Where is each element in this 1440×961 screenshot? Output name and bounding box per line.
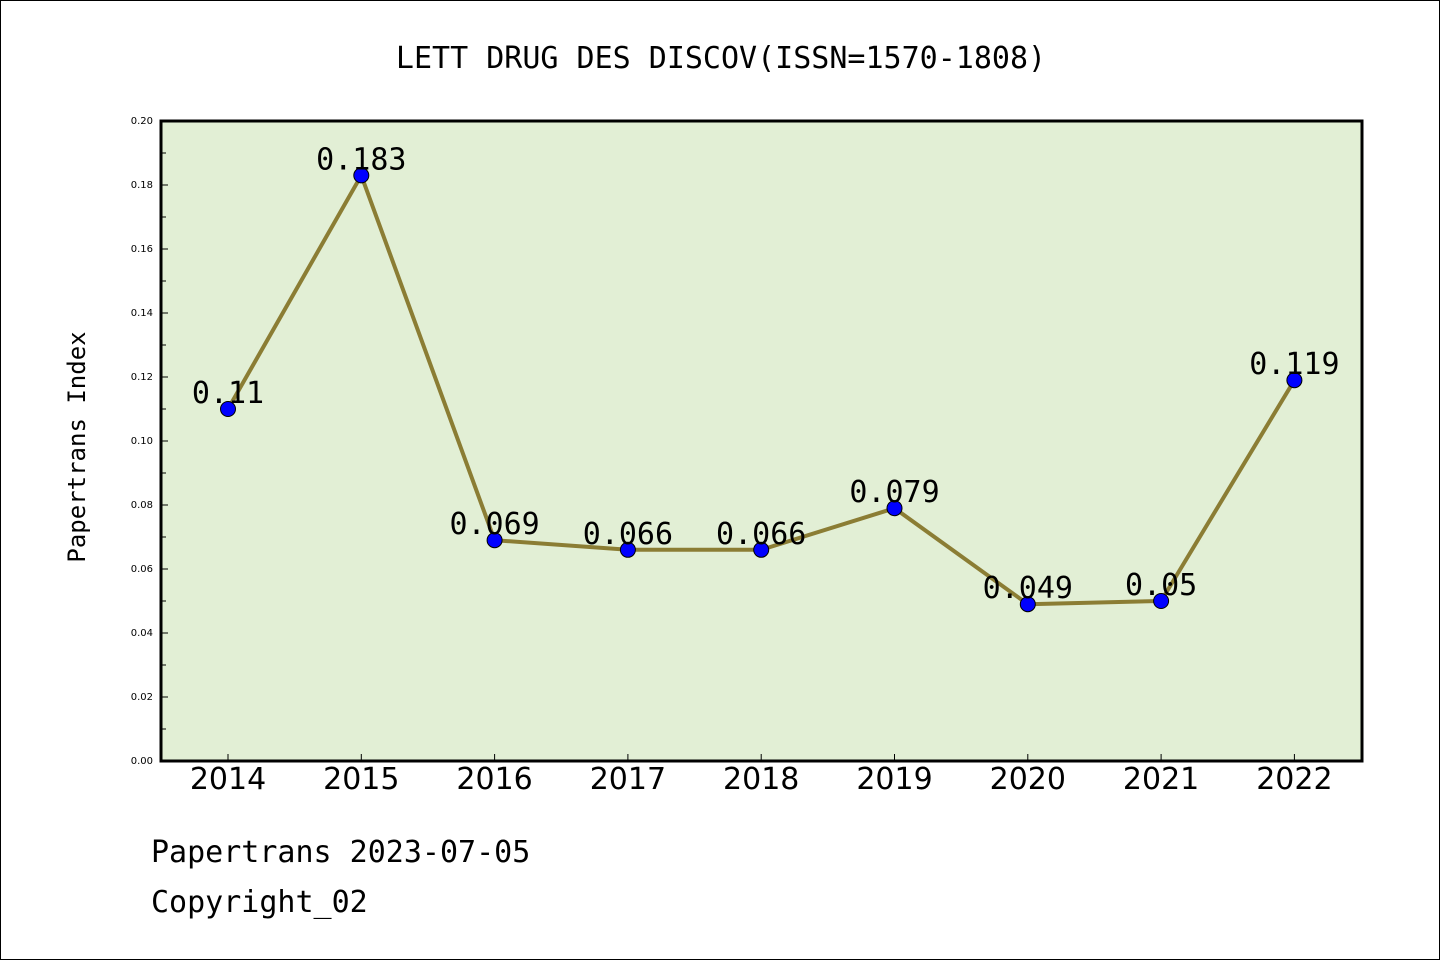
y-tick-label: 0.06	[131, 564, 153, 575]
data-label: 0.183	[316, 142, 406, 177]
x-tick-label: 2017	[590, 762, 666, 797]
data-point-marker	[486, 532, 503, 549]
y-tick-label: 0.04	[131, 628, 153, 639]
y-tick-label: 0.02	[131, 692, 153, 703]
footer-copyright: Copyright_02	[151, 885, 368, 920]
x-tick-label: 2018	[723, 762, 799, 797]
data-label: 0.05	[1125, 568, 1197, 603]
footer-source-date: Papertrans 2023-07-05	[151, 835, 531, 870]
data-point-marker	[1019, 596, 1036, 613]
x-tick-label: 2014	[190, 762, 266, 797]
x-tick-label: 2015	[323, 762, 399, 797]
data-labels: 0.11 0.183 0.069 0.066 0.066 0.079 0.049 0.05 0.…	[192, 142, 1340, 606]
x-tick-label: 2019	[856, 762, 932, 797]
chart-title: LETT DRUG DES DISCOV(ISSN=1570-1808)	[396, 41, 1046, 76]
x-tick-label: 2021	[1123, 762, 1199, 797]
data-label: 0.049	[983, 571, 1073, 606]
y-tick-label: 0.10	[131, 436, 153, 447]
y-tick-label: 0.16	[131, 244, 153, 255]
y-tick-label: 0.18	[131, 180, 153, 191]
data-point-marker	[353, 167, 370, 184]
data-point-marker	[1153, 593, 1170, 609]
y-axis-label: Papertrans Index	[63, 331, 91, 562]
y-tick-label: 0.08	[131, 500, 153, 511]
data-point-marker	[753, 541, 770, 558]
y-tick-label: 0.20	[131, 116, 153, 127]
data-point-marker	[1286, 372, 1303, 389]
y-axis-ticks: 0.00 0.02 0.04 0.06 0.08 0.10 0.12 0.14 0.16 0.18…	[131, 116, 168, 767]
data-point-marker	[886, 500, 903, 517]
data-point-marker	[220, 401, 236, 417]
data-label: 0.066	[583, 517, 673, 552]
x-tick-label: 2016	[456, 762, 532, 797]
data-label: 0.066	[716, 517, 806, 552]
data-label: 0.069	[449, 507, 539, 542]
data-label: 0.079	[849, 475, 939, 510]
data-point-marker	[619, 541, 636, 558]
x-tick-label: 2020	[990, 762, 1066, 797]
data-label: 0.119	[1249, 347, 1339, 382]
y-tick-label: 0.00	[131, 756, 153, 767]
series-papertrans-index	[220, 167, 1303, 613]
x-axis-ticks: 2014 2015 2016 2017 2018 2019 2020 2021 2022	[190, 754, 1333, 797]
y-tick-label: 0.14	[131, 308, 153, 319]
plot-area	[159, 119, 1364, 763]
y-tick-label: 0.12	[131, 372, 153, 383]
data-label: 0.11	[192, 376, 264, 411]
x-tick-label: 2022	[1256, 762, 1332, 797]
